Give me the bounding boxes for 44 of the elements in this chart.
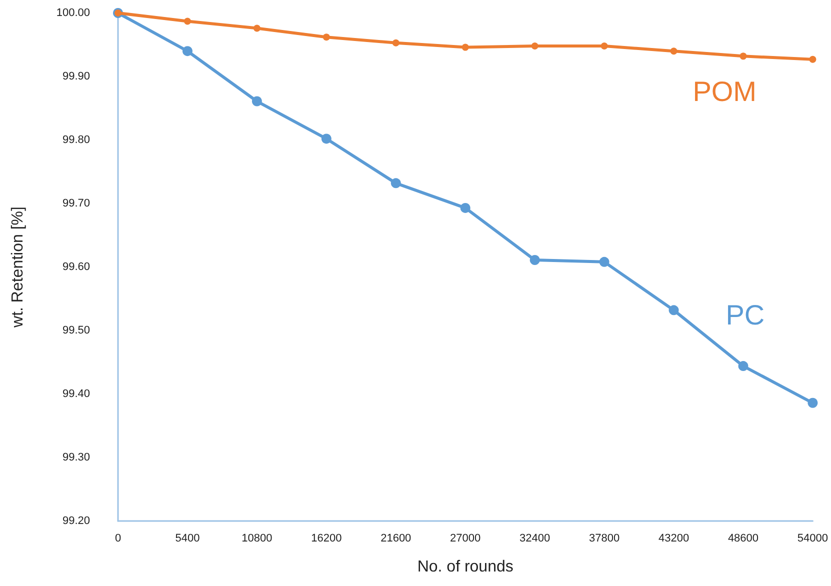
point — [390, 178, 401, 188]
y-tick-label: 99.60 — [62, 261, 90, 273]
point — [252, 96, 262, 106]
point — [321, 134, 332, 144]
x-tick-label: 10800 — [242, 532, 272, 544]
point — [670, 48, 678, 55]
point — [184, 18, 191, 25]
y-tick-label: 99.90 — [62, 70, 90, 82]
y-tick-label: 99.80 — [62, 134, 90, 146]
y-tick-label: 99.50 — [62, 324, 90, 336]
y-tick-label: 99.70 — [62, 198, 90, 210]
point — [740, 52, 747, 60]
x-tick-label: 54000 — [797, 532, 828, 544]
y-tick-label: 99.30 — [62, 452, 90, 464]
point — [599, 256, 610, 267]
x-tick-label: 27000 — [450, 532, 481, 544]
y-axis-title: wt. Retention [%] — [10, 206, 26, 328]
point — [809, 56, 816, 63]
x-tick-label: 48600 — [728, 532, 759, 544]
point — [392, 39, 400, 46]
x-tick-label: 0 — [114, 532, 122, 544]
point — [600, 42, 608, 50]
x-tick-label: 5400 — [175, 532, 200, 544]
x-tick-label: 37800 — [588, 532, 620, 544]
x-tick-label: 21600 — [380, 532, 412, 544]
y-tick-label: 99.40 — [62, 388, 90, 400]
x-axis-title: No. of rounds — [417, 558, 514, 576]
point — [531, 42, 538, 50]
point — [808, 398, 818, 408]
point — [530, 255, 540, 266]
x-tick-label: 16200 — [311, 532, 342, 544]
series-label: PC — [726, 299, 765, 330]
point — [253, 24, 260, 32]
point — [668, 305, 679, 316]
y-tick-label: 99.20 — [62, 515, 90, 527]
point — [738, 361, 748, 372]
x-tick-label: 32400 — [520, 532, 550, 544]
point — [462, 44, 469, 51]
series-label: POM — [692, 76, 756, 107]
y-tick-label: 100.00 — [56, 7, 90, 19]
point — [182, 46, 192, 56]
point — [322, 34, 330, 41]
x-tick-label: 43200 — [658, 532, 690, 544]
point — [460, 202, 470, 213]
